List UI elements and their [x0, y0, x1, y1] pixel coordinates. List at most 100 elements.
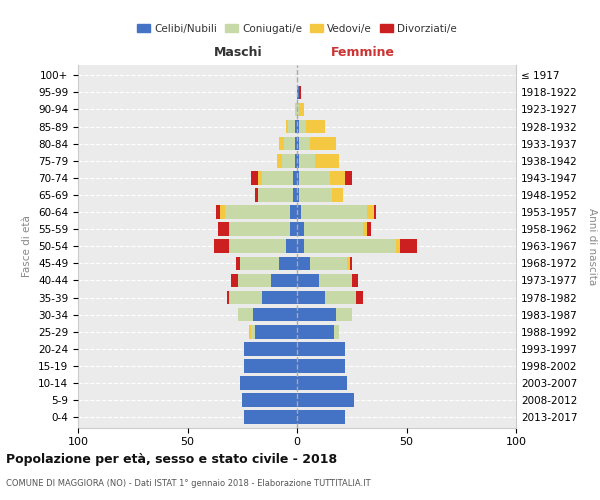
Bar — [352, 274, 358, 287]
Bar — [286, 120, 288, 134]
Bar — [238, 274, 271, 287]
Bar — [244, 342, 297, 355]
Bar — [297, 308, 337, 322]
Bar — [229, 290, 262, 304]
Bar — [262, 171, 293, 184]
Bar — [280, 137, 284, 150]
Bar — [332, 188, 343, 202]
Bar — [227, 290, 229, 304]
Bar — [334, 325, 338, 338]
Bar — [374, 205, 376, 219]
Bar — [251, 325, 256, 338]
Bar — [299, 120, 306, 134]
Bar — [314, 154, 338, 168]
Bar — [253, 308, 297, 322]
Bar — [306, 120, 325, 134]
Bar — [256, 188, 257, 202]
Bar — [304, 240, 395, 253]
Bar — [297, 290, 325, 304]
Bar — [240, 256, 280, 270]
Bar — [297, 342, 345, 355]
Bar — [297, 205, 301, 219]
Bar — [286, 240, 297, 253]
Bar — [347, 256, 350, 270]
Bar — [290, 222, 297, 236]
Bar — [299, 137, 310, 150]
Bar — [257, 171, 262, 184]
Bar — [297, 325, 334, 338]
Bar — [242, 394, 297, 407]
Bar — [284, 137, 295, 150]
Y-axis label: Anni di nascita: Anni di nascita — [587, 208, 597, 285]
Bar — [229, 222, 290, 236]
Bar — [297, 137, 299, 150]
Bar — [362, 222, 367, 236]
Bar — [257, 188, 293, 202]
Bar — [310, 256, 347, 270]
Bar — [271, 274, 297, 287]
Text: Femmine: Femmine — [331, 46, 395, 59]
Bar — [293, 188, 297, 202]
Bar — [262, 290, 297, 304]
Bar — [297, 376, 347, 390]
Bar — [325, 290, 356, 304]
Bar — [225, 205, 290, 219]
Bar — [214, 240, 229, 253]
Text: Popolazione per età, sesso e stato civile - 2018: Popolazione per età, sesso e stato civil… — [6, 452, 337, 466]
Bar — [218, 222, 229, 236]
Text: COMUNE DI MAGGIORA (NO) - Dati ISTAT 1° gennaio 2018 - Elaborazione TUTTITALIA.I: COMUNE DI MAGGIORA (NO) - Dati ISTAT 1° … — [6, 479, 371, 488]
Bar — [297, 171, 299, 184]
Bar — [297, 86, 299, 99]
Bar — [297, 410, 345, 424]
Bar — [299, 171, 330, 184]
Bar — [367, 205, 374, 219]
Bar — [288, 120, 295, 134]
Bar — [367, 222, 371, 236]
Bar — [299, 102, 304, 117]
Bar — [297, 222, 304, 236]
Bar — [295, 102, 297, 117]
Legend: Celibi/Nubili, Coniugati/e, Vedovi/e, Divorziati/e: Celibi/Nubili, Coniugati/e, Vedovi/e, Di… — [133, 20, 461, 38]
Bar — [220, 205, 225, 219]
Y-axis label: Fasce di età: Fasce di età — [22, 216, 32, 277]
Bar — [330, 171, 345, 184]
Bar — [301, 205, 367, 219]
Bar — [240, 376, 297, 390]
Bar — [297, 359, 345, 373]
Bar — [345, 171, 352, 184]
Bar — [256, 325, 297, 338]
Bar — [356, 290, 362, 304]
Bar — [297, 120, 299, 134]
Bar — [280, 256, 297, 270]
Bar — [297, 102, 299, 117]
Bar — [337, 308, 352, 322]
Bar — [251, 171, 257, 184]
Bar — [299, 188, 332, 202]
Bar — [281, 154, 295, 168]
Bar — [277, 154, 281, 168]
Bar — [400, 240, 418, 253]
Bar — [350, 256, 352, 270]
Bar — [229, 240, 286, 253]
Bar — [290, 205, 297, 219]
Bar — [297, 256, 310, 270]
Bar — [295, 137, 297, 150]
Bar — [249, 325, 251, 338]
Bar — [297, 188, 299, 202]
Bar — [216, 205, 220, 219]
Bar — [304, 222, 362, 236]
Bar — [299, 86, 301, 99]
Bar — [297, 240, 304, 253]
Bar — [310, 137, 337, 150]
Bar — [297, 154, 299, 168]
Bar — [244, 359, 297, 373]
Bar — [319, 274, 352, 287]
Bar — [244, 410, 297, 424]
Bar — [299, 154, 314, 168]
Bar — [236, 256, 240, 270]
Bar — [395, 240, 400, 253]
Bar — [238, 308, 253, 322]
Bar — [297, 274, 319, 287]
Bar — [295, 120, 297, 134]
Bar — [295, 154, 297, 168]
